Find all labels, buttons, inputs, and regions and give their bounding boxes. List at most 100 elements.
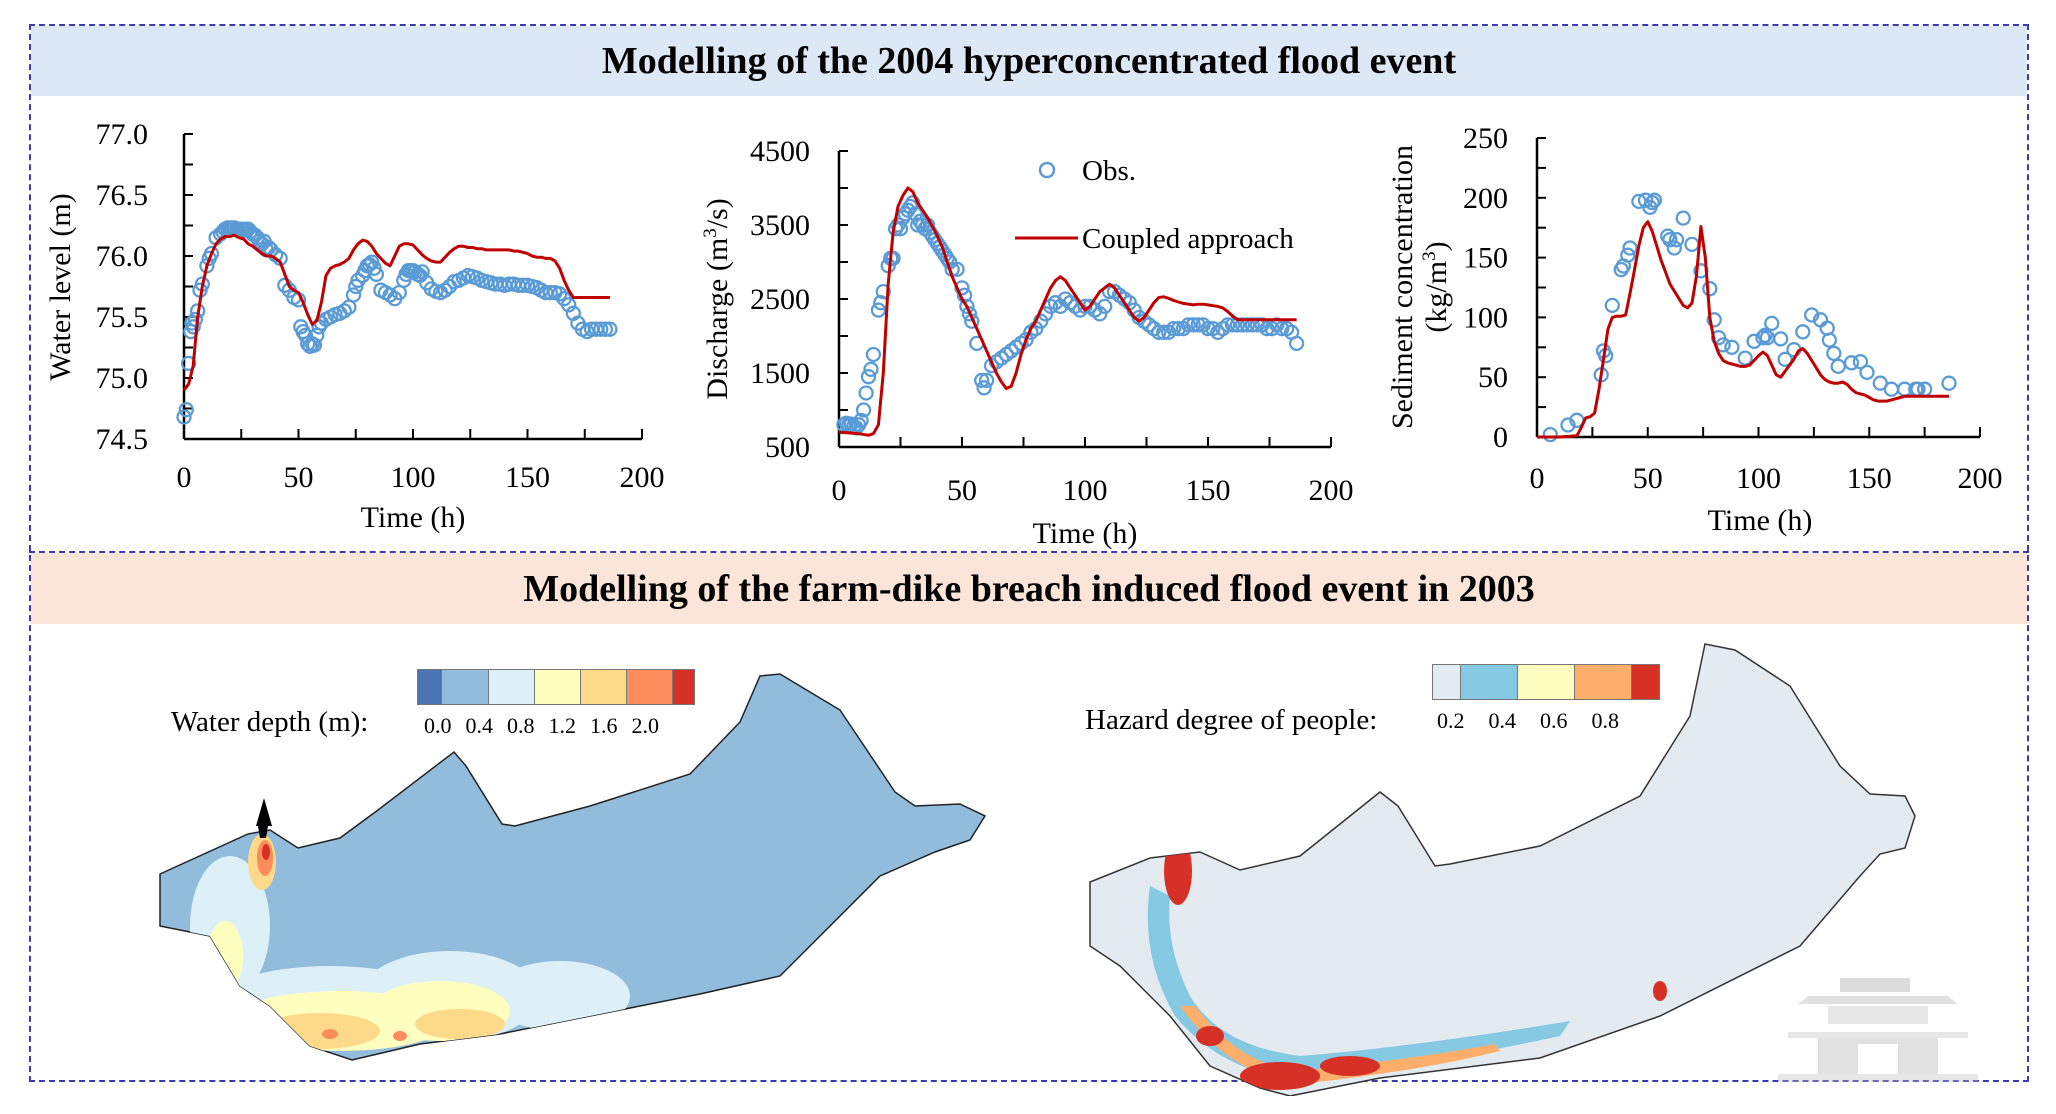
colorbar-swatch — [1461, 665, 1518, 699]
obs-point — [1622, 240, 1638, 256]
obs-point — [1180, 317, 1196, 333]
bottom-section-header: Modelling of the farm-dike breach induce… — [31, 553, 2027, 624]
hazard-colorbar — [1432, 664, 1660, 700]
colorbar-swatch — [489, 670, 535, 704]
water-depth-legend-title: Water depth (m): — [171, 706, 369, 738]
obs-point — [1777, 351, 1793, 367]
obs-point — [176, 409, 192, 425]
colorbar-swatch — [442, 670, 489, 704]
obs-point — [345, 287, 362, 303]
obs-point — [306, 337, 323, 353]
sediment-y-axis-label-line1: Sediment concentration — [1386, 145, 1419, 429]
hazard-legend-title: Hazard degree of people: — [1085, 704, 1378, 736]
obs-point — [1620, 247, 1636, 263]
top-section-header: Modelling of the 2004 hyperconcentrated … — [31, 26, 2027, 96]
x-tick-label: 100 — [1736, 462, 1781, 495]
y-tick-label: 3500 — [750, 209, 810, 242]
obs-point — [1826, 345, 1842, 361]
obs-point — [300, 336, 316, 352]
obs-point — [976, 380, 992, 396]
colorbar-tick-label: 1.2 — [548, 713, 577, 738]
obs-point — [870, 302, 887, 318]
obs-point — [1804, 307, 1820, 323]
obs-point — [180, 355, 197, 372]
colorbar-tick-label: 0.6 — [1540, 708, 1568, 733]
water-level-x-axis-label: Time (h) — [361, 501, 466, 534]
y-tick-label: 77.0 — [96, 118, 149, 151]
water-depth-domain — [159, 673, 987, 1061]
colorbar-swatch — [418, 670, 442, 704]
obs-point — [1666, 240, 1682, 256]
obs-point — [1795, 324, 1811, 340]
obs-point — [1644, 194, 1660, 211]
obs-point — [1220, 317, 1236, 333]
obs-point — [1819, 320, 1835, 336]
water-level-chart: Water level (m) Time (h) 74.5 75.0 75.5 76.… — [44, 118, 665, 534]
obs-point — [1859, 364, 1875, 381]
colorbar-swatch — [673, 670, 694, 704]
hazard-domain — [1089, 643, 1916, 1096]
legend-obs-marker — [1038, 161, 1056, 179]
model-line — [182, 233, 610, 392]
y-tick-label: 4500 — [750, 135, 810, 168]
obs-point — [185, 319, 201, 335]
colorbar-tick-label: 0.4 — [465, 713, 494, 738]
obs-point — [1288, 335, 1305, 352]
obs-point — [1830, 358, 1846, 375]
obs-point — [551, 286, 568, 302]
x-tick-label: 150 — [1186, 474, 1231, 507]
model-line — [1537, 220, 1949, 439]
obs-point — [1724, 339, 1740, 355]
obs-point — [1675, 210, 1691, 226]
colorbar-tick-label: 0.0 — [424, 713, 452, 738]
x-tick-label: 0 — [1530, 462, 1545, 495]
obs-point — [1097, 298, 1113, 315]
obs-point — [1883, 381, 1900, 397]
obs-point — [1156, 324, 1172, 340]
colorbar-tick-label: 0.4 — [1488, 708, 1517, 733]
x-tick-label: 0 — [177, 461, 192, 494]
colorbar-swatch — [535, 670, 581, 704]
sediment-x-axis-label: Time (h) — [1708, 504, 1813, 537]
colorbar-tick-label: 0.2 — [1437, 708, 1465, 733]
breach-arrows-icon — [256, 798, 272, 838]
obs-point — [542, 284, 559, 301]
obs-point — [515, 277, 531, 293]
x-tick-label: 100 — [391, 461, 436, 494]
colorbar-swatch — [627, 670, 673, 704]
x-tick-label: 50 — [284, 461, 314, 494]
y-tick-label: 75.0 — [96, 362, 149, 395]
obs-point — [959, 298, 975, 315]
obs-point — [1668, 232, 1685, 248]
legend-model-label: Coupled approach — [1082, 223, 1294, 255]
y-tick-label: 150 — [1463, 242, 1508, 275]
obs-point — [863, 361, 879, 377]
obs-point — [277, 277, 293, 293]
obs-point — [865, 346, 882, 363]
y-tick-label: 1500 — [750, 357, 810, 390]
colorbar-swatch — [581, 670, 627, 704]
obs-point — [1224, 317, 1241, 333]
charts-layer: Water level (m) Time (h) 74.5 75.0 75.5 76.… — [44, 118, 2003, 550]
water-depth-field — [190, 834, 630, 1051]
x-tick-label: 200 — [1958, 462, 2003, 495]
obs-point — [1542, 426, 1558, 443]
obs-point — [1170, 320, 1187, 337]
model-line — [838, 186, 1297, 437]
obs-point — [1259, 320, 1275, 337]
x-tick-label: 200 — [620, 461, 665, 494]
sediment-chart: Sediment concentration (kg/m3) Time (h) … — [1386, 122, 2003, 537]
obs-point — [853, 412, 869, 429]
maps-layer — [159, 643, 1916, 1096]
y-tick-label: 0 — [1493, 421, 1508, 454]
obs-point — [855, 402, 872, 418]
obs-point — [974, 372, 990, 389]
colorbar-swatch — [1433, 665, 1461, 699]
obs-point — [561, 297, 577, 313]
sediment-y-axis-label-line2: (kg/m3) — [1419, 241, 1453, 332]
obs-point — [437, 282, 453, 298]
x-tick-label: 200 — [1309, 474, 1354, 507]
obs-point — [1560, 417, 1576, 433]
obs-point — [1764, 315, 1780, 332]
obs-point — [1684, 236, 1700, 253]
